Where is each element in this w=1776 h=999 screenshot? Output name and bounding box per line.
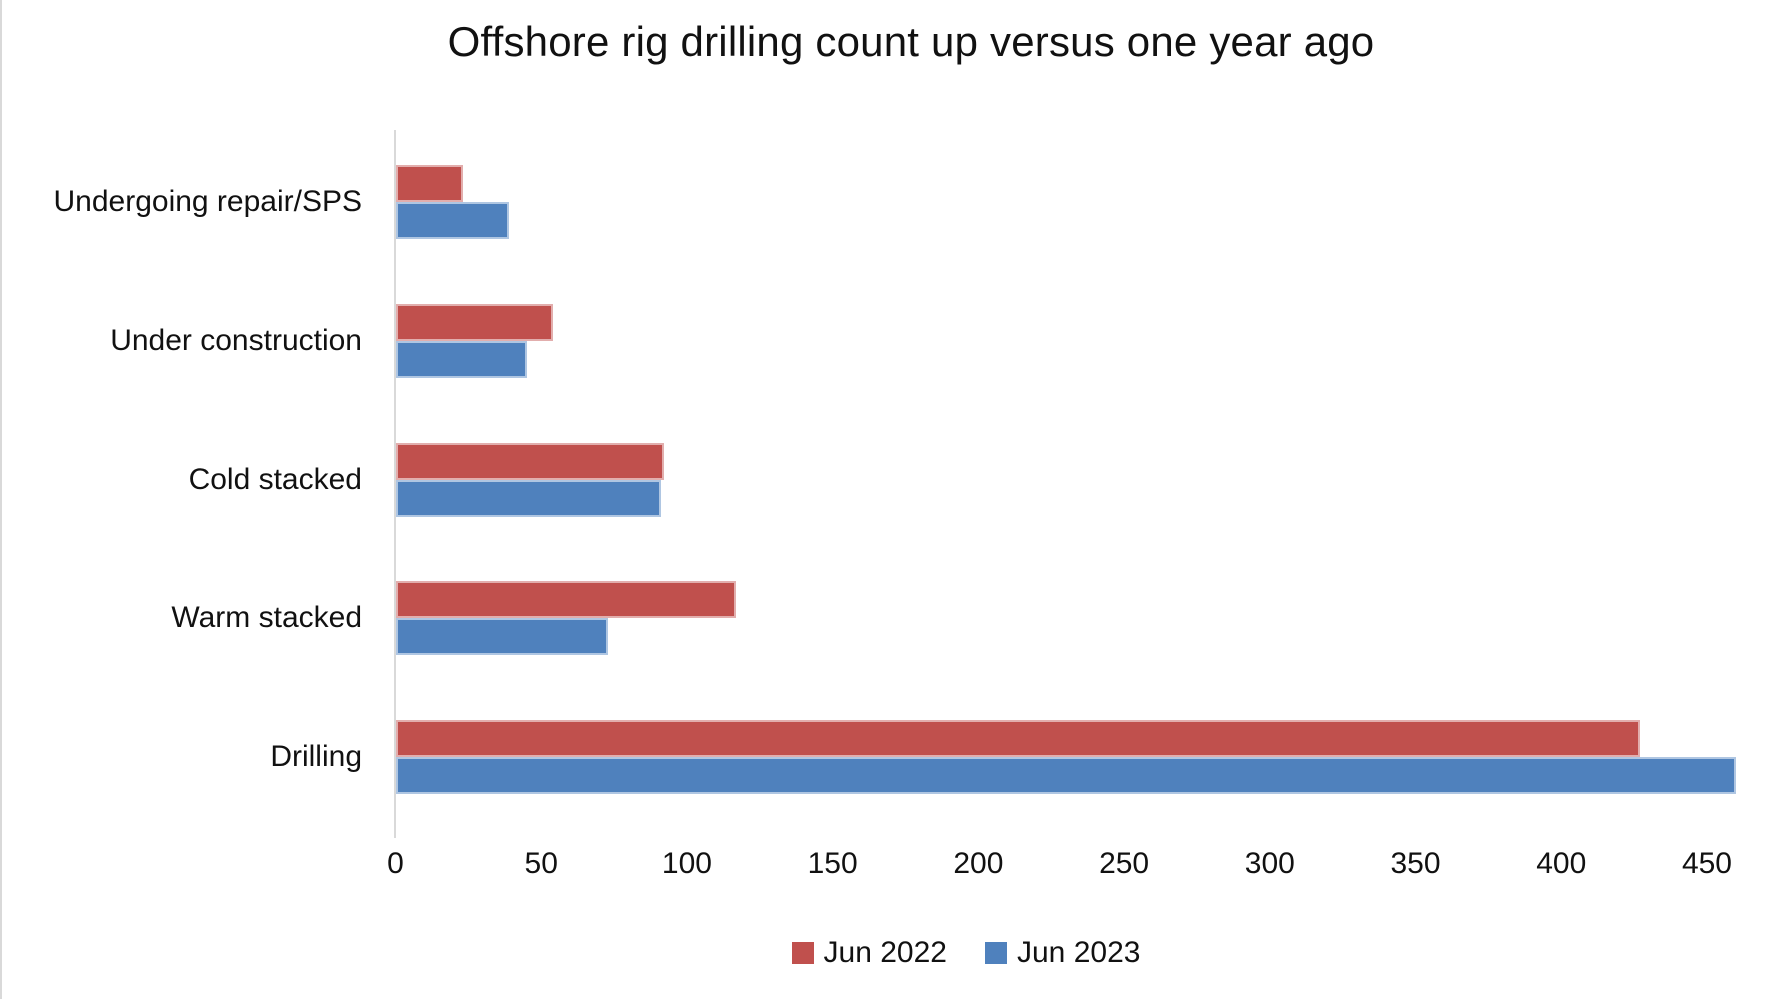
x-tick-label-0: 0 (387, 847, 404, 880)
bar-jun-2023-drilling (395, 757, 1737, 795)
x-tick-label-250: 250 (1099, 847, 1150, 880)
bar-jun-2022-undergoing-repair-sps (395, 165, 463, 202)
category-label-under-construction: Under construction (110, 323, 362, 357)
legend-label-jun-2023: Jun 2023 (1017, 936, 1141, 969)
bar-jun-2022-under-construction (395, 303, 553, 341)
bar-jun-2023-undergoing-repair-sps (395, 202, 510, 239)
bar-jun-2022-warm-stacked (395, 581, 737, 619)
bar-jun-2023-under-construction (395, 340, 527, 378)
x-tick-label-200: 200 (953, 847, 1004, 880)
x-tick-label-400: 400 (1536, 847, 1587, 880)
x-tick-label-100: 100 (661, 847, 712, 880)
category-label-cold-stacked: Cold stacked (188, 462, 362, 496)
legend-item-jun-2023: Jun 2023 (985, 936, 1140, 970)
legend-item-jun-2022: Jun 2022 (791, 936, 947, 970)
y-axis-line (394, 130, 396, 838)
category-label-undergoing-repair-sps: Undergoing repair/SPS (53, 185, 362, 218)
x-tick-label-50: 50 (524, 847, 558, 880)
bar-jun-2023-warm-stacked (395, 618, 609, 656)
x-tick-label-150: 150 (807, 847, 858, 880)
bar-jun-2023-cold-stacked (395, 479, 661, 517)
legend: Jun 2022 Jun 2023 (79, 936, 1776, 970)
bar-jun-2022-drilling (395, 720, 1640, 758)
bar-jun-2022-cold-stacked (395, 442, 664, 480)
x-tick-label-350: 350 (1390, 847, 1441, 880)
x-tick-label-450: 450 (1681, 847, 1732, 880)
legend-swatch-icon-jun-2022 (791, 942, 814, 964)
legend-swatch-icon-jun-2023 (985, 942, 1007, 964)
category-label-drilling: Drilling (270, 740, 362, 774)
x-tick-label-300: 300 (1244, 847, 1295, 880)
legend-label-jun-2022: Jun 2022 (823, 936, 947, 969)
chart-title: Offshore rig drilling count up versus on… (447, 18, 1375, 65)
category-label-warm-stacked: Warm stacked (171, 601, 362, 635)
